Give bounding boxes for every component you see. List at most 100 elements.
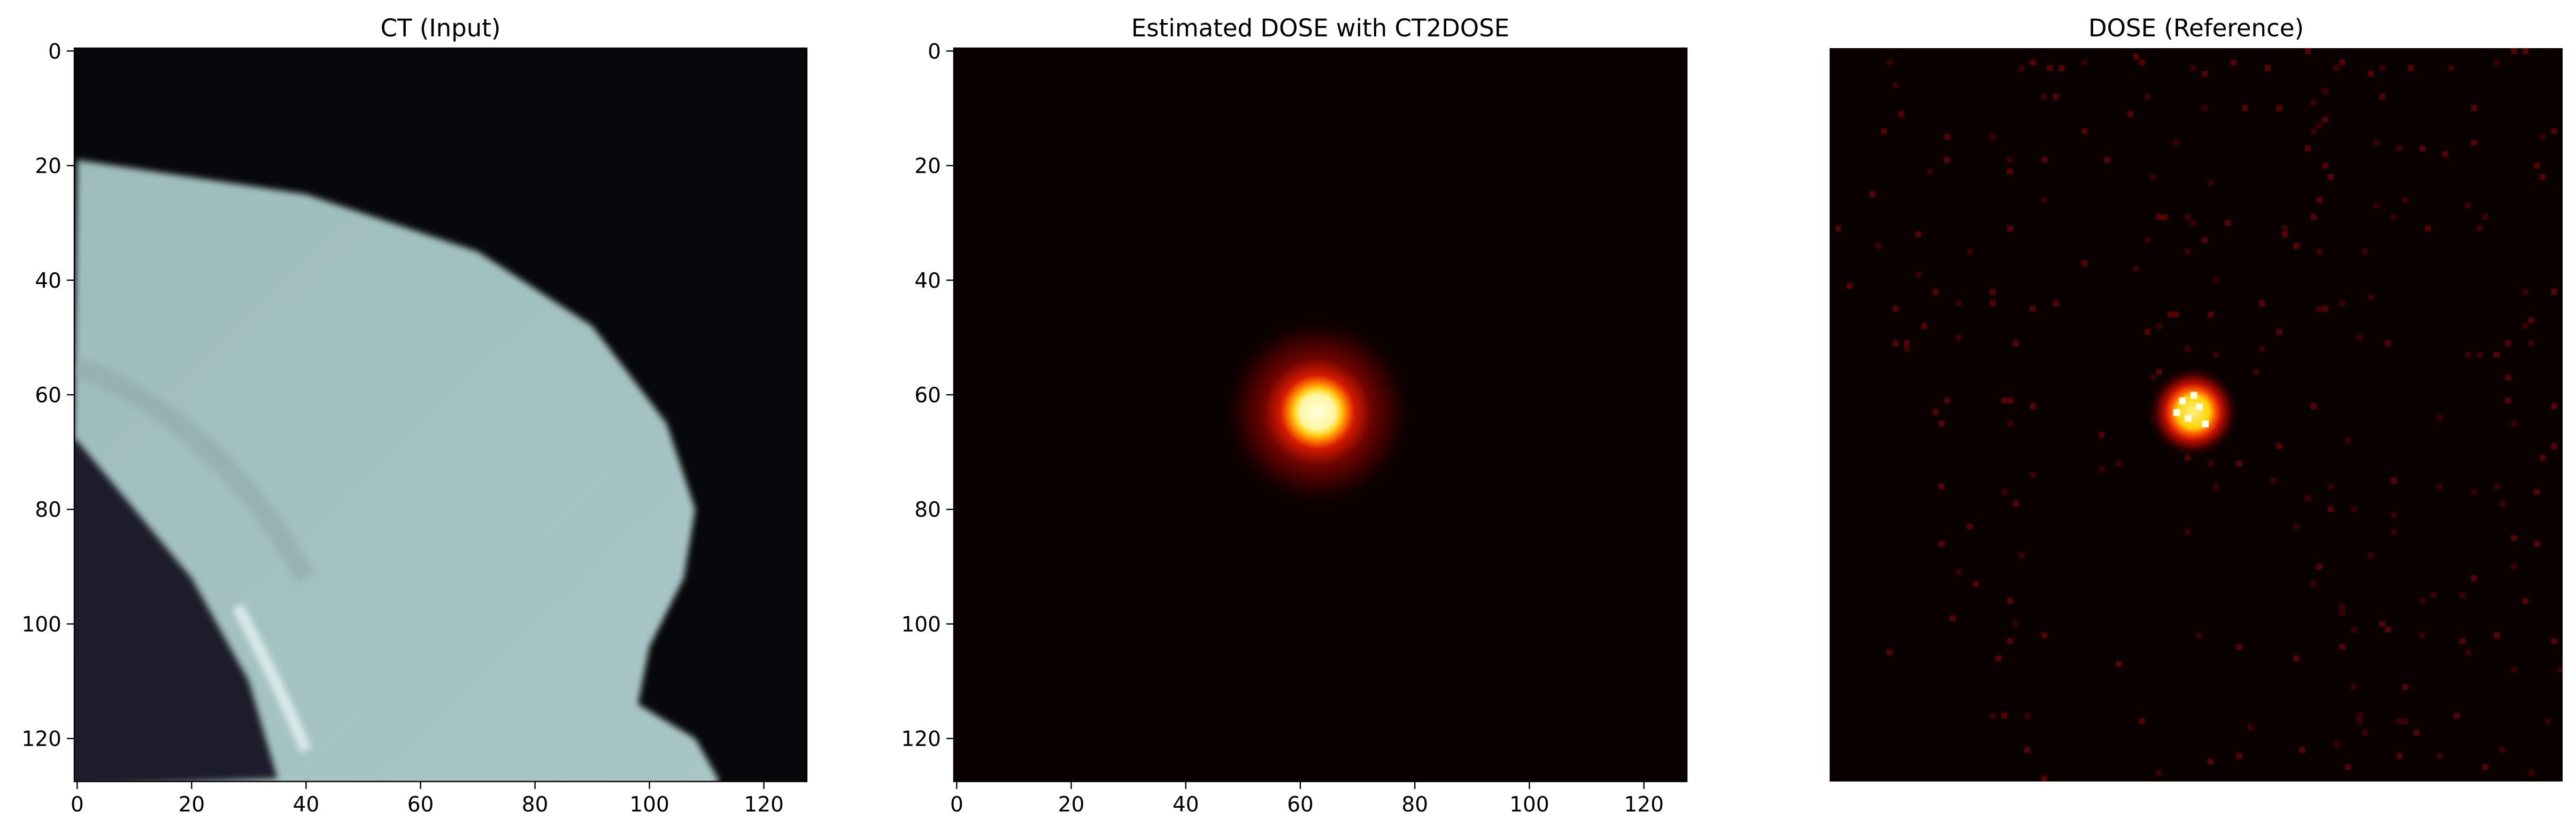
noise-speckle [2190,220,2196,226]
noise-speckle [1955,300,1962,306]
noise-speckle [1967,248,1973,255]
noise-speckle [2322,88,2328,94]
panel-title: DOSE (Reference) [2088,14,2304,42]
y-tick-label: 60 [914,384,941,408]
y-tick-label: 60 [35,384,61,408]
image-area [74,48,807,782]
noise-speckle [1989,713,1996,719]
noise-speckle [2534,163,2540,168]
noise-speckle [2207,759,2213,764]
noise-speckle [2339,644,2345,650]
noise-speckle [2373,203,2380,209]
noise-speckle [2150,174,2156,180]
noise-speckle [2408,65,2414,71]
noise-speckle [2225,220,2231,226]
noise-speckle [1989,300,1996,306]
noise-speckle [2116,661,2122,667]
noise-speckle [2167,311,2173,318]
x-tick-label: 20 [179,793,205,817]
noise-speckle [1989,288,1996,295]
noise-speckle [2001,397,2008,404]
noise-speckle [2523,598,2528,604]
noise-speckle [2185,248,2191,255]
noise-speckle [2350,506,2357,512]
noise-speckle [1938,484,1945,489]
noise-speckle [2133,266,2139,272]
noise-speckle [2477,351,2483,358]
noise-speckle [2494,484,2500,489]
noise-speckle [2116,461,2122,466]
noise-speckle [2322,117,2328,123]
noise-speckle [1904,340,1910,346]
noise-speckle [1847,283,1853,289]
noise-speckle [2344,764,2351,770]
noise-speckle [1887,59,1893,66]
noise-speckle [2299,747,2305,753]
noise-speckle [1887,649,1893,656]
noise-speckle [2385,340,2391,346]
noise-speckle [2523,323,2528,329]
noise-speckle [2379,94,2385,100]
ct-input-panel: CT (Input) 0 20 40 60 80 100 120 0 20 40 60 80 100 120 [22,14,808,817]
noise-speckle [2305,48,2311,54]
noise-speckle [2173,311,2179,318]
noise-speckle [2511,667,2517,673]
noise-speckle [2316,563,2323,570]
y-tick-label: 80 [35,498,61,522]
noise-speckle [2081,128,2087,134]
noise-speckle [1967,524,1973,530]
noise-speckle [2139,59,2145,66]
noise-speckle [2431,592,2437,599]
noise-speckle [2419,632,2425,639]
noise-speckle [2402,684,2408,690]
noise-speckle [2465,351,2471,358]
noise-speckle [2339,300,2345,306]
noise-speckle [2471,105,2477,111]
noise-speckle [2276,328,2282,335]
noise-speckle [2230,59,2236,66]
noise-speckle [2459,638,2465,644]
noise-speckle [2196,632,2202,639]
noise-speckle [2500,747,2505,753]
noise-speckle [1938,420,1945,426]
noise-speckle [2207,311,2213,318]
noise-speckle [2413,730,2420,736]
noise-speckle [2339,59,2345,66]
noise-speckle [2156,323,2162,329]
noise-speckle [2419,598,2425,604]
noise-speckle [2362,730,2368,736]
noise-speckle [2150,374,2156,381]
noise-speckle [2511,563,2517,570]
noise-speckle [2104,157,2110,163]
y-tick-label: 40 [914,269,941,293]
noise-speckle [2282,226,2288,232]
noise-speckle [2173,140,2179,146]
noise-speckle [2356,718,2363,724]
noise-speckle [2310,403,2317,409]
noise-speckle [2058,65,2065,71]
noise-speckle [2505,397,2511,404]
noise-speckle [2540,174,2546,180]
x-tick-label: 80 [522,793,549,817]
noise-speckle [2379,621,2385,627]
dose-hotspot [2147,366,2239,458]
noise-speckle [2127,111,2133,117]
noise-speckle [2007,168,2013,174]
noise-speckle [2511,420,2517,426]
y-tick-label: 0 [48,40,61,64]
y-tick-label: 120 [22,727,61,752]
noise-speckle [2373,140,2380,146]
x-tick-label: 100 [1509,793,1549,817]
noise-speckle [2099,432,2105,438]
noise-speckle [2202,237,2208,243]
noise-speckle [2333,65,2340,71]
noise-speckle [2012,340,2019,346]
noise-speckle [2528,317,2534,324]
y-tick-label: 20 [35,155,61,179]
x-tick-label: 40 [1173,793,1199,817]
noise-speckle [2339,609,2345,616]
x-tick-label: 40 [293,793,320,817]
noise-speckle [2310,214,2317,220]
noise-speckle [2385,626,2391,633]
